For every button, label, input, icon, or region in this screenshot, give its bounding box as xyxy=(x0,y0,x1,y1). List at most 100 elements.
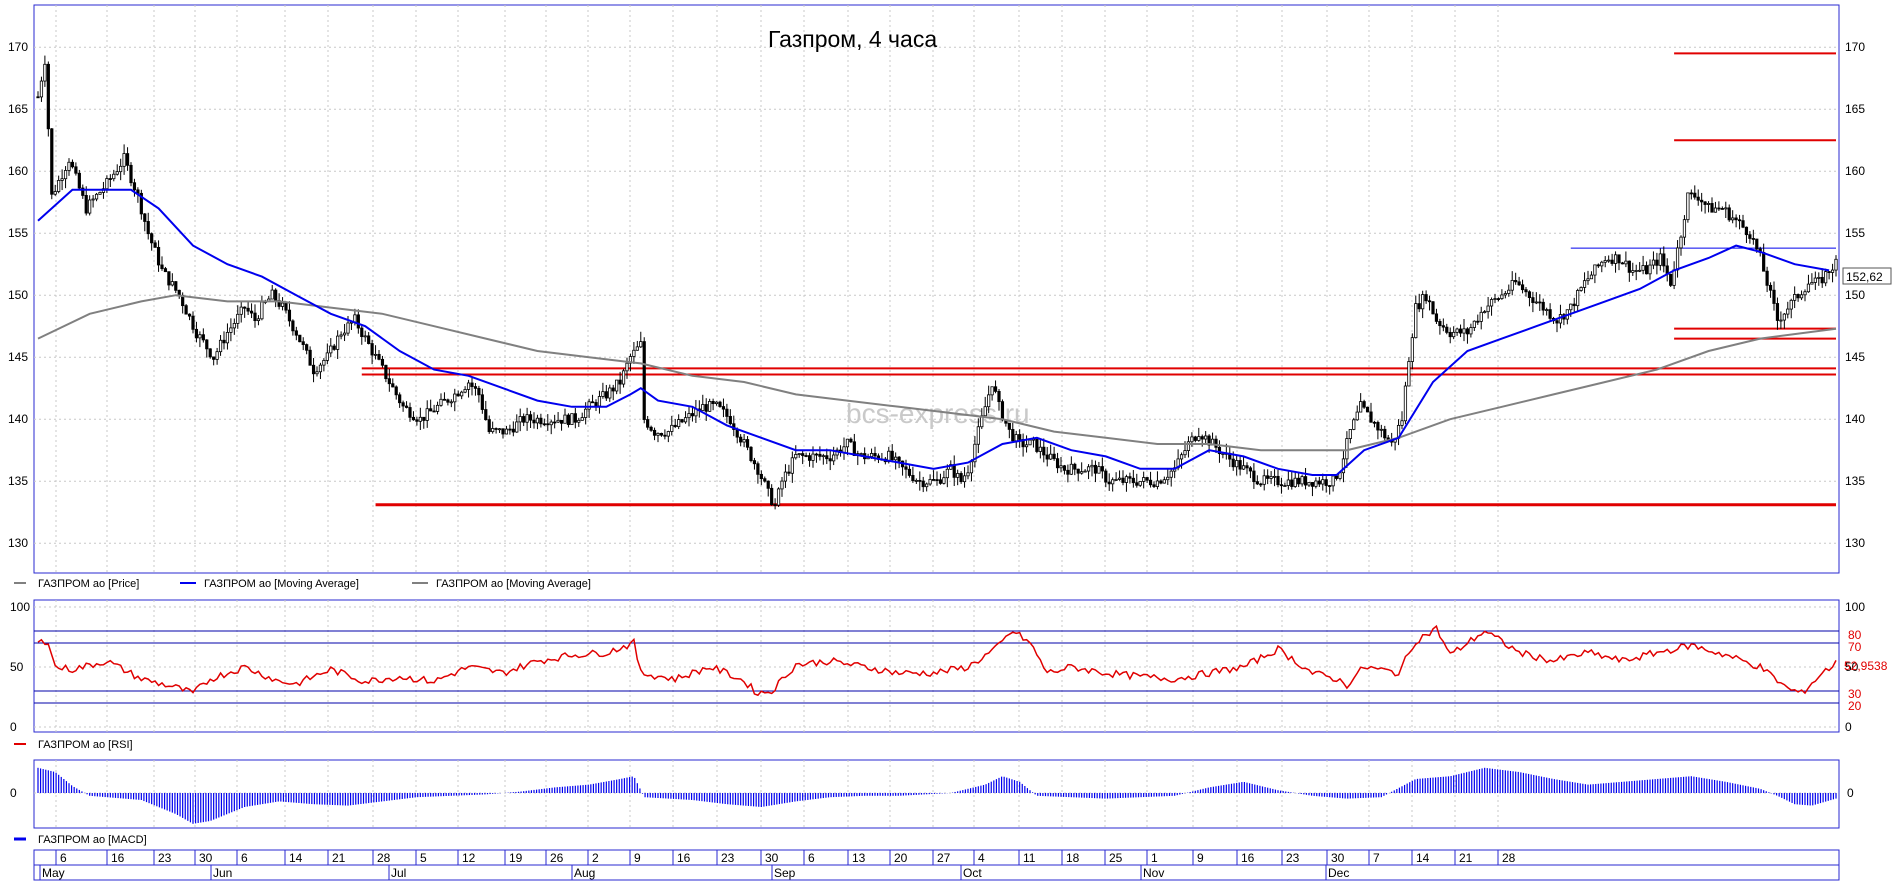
price-candle xyxy=(642,341,646,420)
price-candle xyxy=(253,312,257,322)
price-candle xyxy=(1503,293,1507,296)
price-candle xyxy=(377,353,381,360)
rsi-level-20: 20 xyxy=(1848,699,1862,713)
price-tick-label-right: 140 xyxy=(1845,412,1865,426)
macd-legend: ГАЗПРОМ ао [MACD] xyxy=(14,834,147,846)
price-candle xyxy=(1731,217,1735,221)
price-candle xyxy=(1476,320,1480,323)
price-candle xyxy=(1772,289,1776,304)
price-candle xyxy=(1107,481,1111,485)
price-candle xyxy=(1582,280,1587,288)
price-candle xyxy=(1651,259,1656,266)
price-candle xyxy=(1524,289,1528,293)
price-candle xyxy=(663,434,667,437)
x-day-label: 23 xyxy=(721,851,735,865)
price-candle xyxy=(1290,479,1294,487)
price-candle xyxy=(907,468,912,476)
price-candle xyxy=(1121,477,1125,483)
price-candle xyxy=(931,479,936,481)
price-candle xyxy=(1259,483,1263,486)
price-candle xyxy=(756,463,760,475)
x-day-label: 14 xyxy=(1416,851,1430,865)
price-tick-label-right: 160 xyxy=(1845,164,1865,178)
price-candle xyxy=(997,390,1001,403)
price-candle xyxy=(439,398,443,406)
price-candle xyxy=(150,233,154,244)
price-candle xyxy=(1641,265,1645,271)
price-candle xyxy=(914,479,918,482)
price-candle xyxy=(1799,294,1804,299)
price-candle xyxy=(790,457,794,474)
x-day-label: 6 xyxy=(60,851,67,865)
price-candle xyxy=(463,389,467,393)
macd-zero-left: 0 xyxy=(10,786,17,800)
price-candle xyxy=(811,453,815,461)
rsi-tick-label-left: 100 xyxy=(10,600,30,614)
price-candle xyxy=(1124,476,1129,483)
price-candle xyxy=(1365,406,1370,413)
x-day-label: 30 xyxy=(199,851,213,865)
price-candle xyxy=(1372,421,1377,424)
price-candle xyxy=(1235,460,1239,468)
price-candle xyxy=(1593,264,1597,276)
price-candle xyxy=(1324,479,1328,486)
price-candle xyxy=(112,173,116,180)
x-day-label: 13 xyxy=(852,851,866,865)
price-candle xyxy=(1128,476,1132,479)
price-candle xyxy=(615,379,619,392)
price-candle xyxy=(222,339,226,344)
price-candle xyxy=(460,391,464,397)
price-candle xyxy=(1462,328,1466,334)
price-candle xyxy=(1186,441,1191,451)
price-candle xyxy=(170,281,174,286)
price-candle xyxy=(1266,475,1270,479)
macd-histogram xyxy=(37,767,1837,824)
price-candle xyxy=(1717,207,1721,210)
price-candle xyxy=(373,353,378,356)
price-candle xyxy=(728,416,732,425)
x-month-label: Oct xyxy=(963,866,982,880)
price-candle xyxy=(1314,480,1318,487)
price-candle xyxy=(156,246,161,266)
price-legend: ГАЗПРОМ ао [Price] ГАЗПРОМ ао [Moving Av… xyxy=(14,578,591,590)
price-candle xyxy=(1427,300,1432,303)
price-candle xyxy=(1824,271,1828,284)
price-candle xyxy=(1438,321,1442,327)
price-candle xyxy=(990,386,994,396)
price-candle xyxy=(1806,283,1811,293)
price-tick-label-right: 130 xyxy=(1845,536,1865,550)
price-candle xyxy=(966,472,970,477)
price-candle xyxy=(287,309,292,322)
price-candle xyxy=(1007,422,1011,430)
price-candle xyxy=(1693,192,1697,198)
price-candle xyxy=(229,327,233,333)
price-candle xyxy=(353,314,357,323)
price-candle xyxy=(1834,258,1838,271)
price-candle xyxy=(160,264,164,270)
rsi-level-labels: 80 70 52,9538 30 20 xyxy=(1844,628,1888,713)
rsi-tick-label-right: 100 xyxy=(1845,600,1865,614)
price-candle xyxy=(480,394,484,410)
price-candle xyxy=(477,387,481,396)
price-tick-label-left: 165 xyxy=(8,102,28,116)
price-candle xyxy=(105,178,109,190)
price-candle xyxy=(1052,453,1056,460)
price-candle xyxy=(511,428,515,433)
price-candle xyxy=(1748,234,1752,239)
x-day-label: 21 xyxy=(332,851,346,865)
price-candle xyxy=(497,428,502,431)
price-candle xyxy=(1434,313,1439,322)
price-candle xyxy=(184,305,188,315)
price-candle xyxy=(1231,458,1235,468)
price-candle xyxy=(559,419,564,424)
rsi-last-value: 52,9538 xyxy=(1844,659,1888,673)
price-candle xyxy=(88,199,92,214)
price-candle xyxy=(1830,269,1835,273)
price-candle xyxy=(759,473,763,480)
price-candle xyxy=(770,487,774,506)
price-candle xyxy=(129,164,133,184)
price-candle xyxy=(232,323,236,329)
price-candle xyxy=(1359,401,1363,413)
price-candle xyxy=(294,330,298,336)
